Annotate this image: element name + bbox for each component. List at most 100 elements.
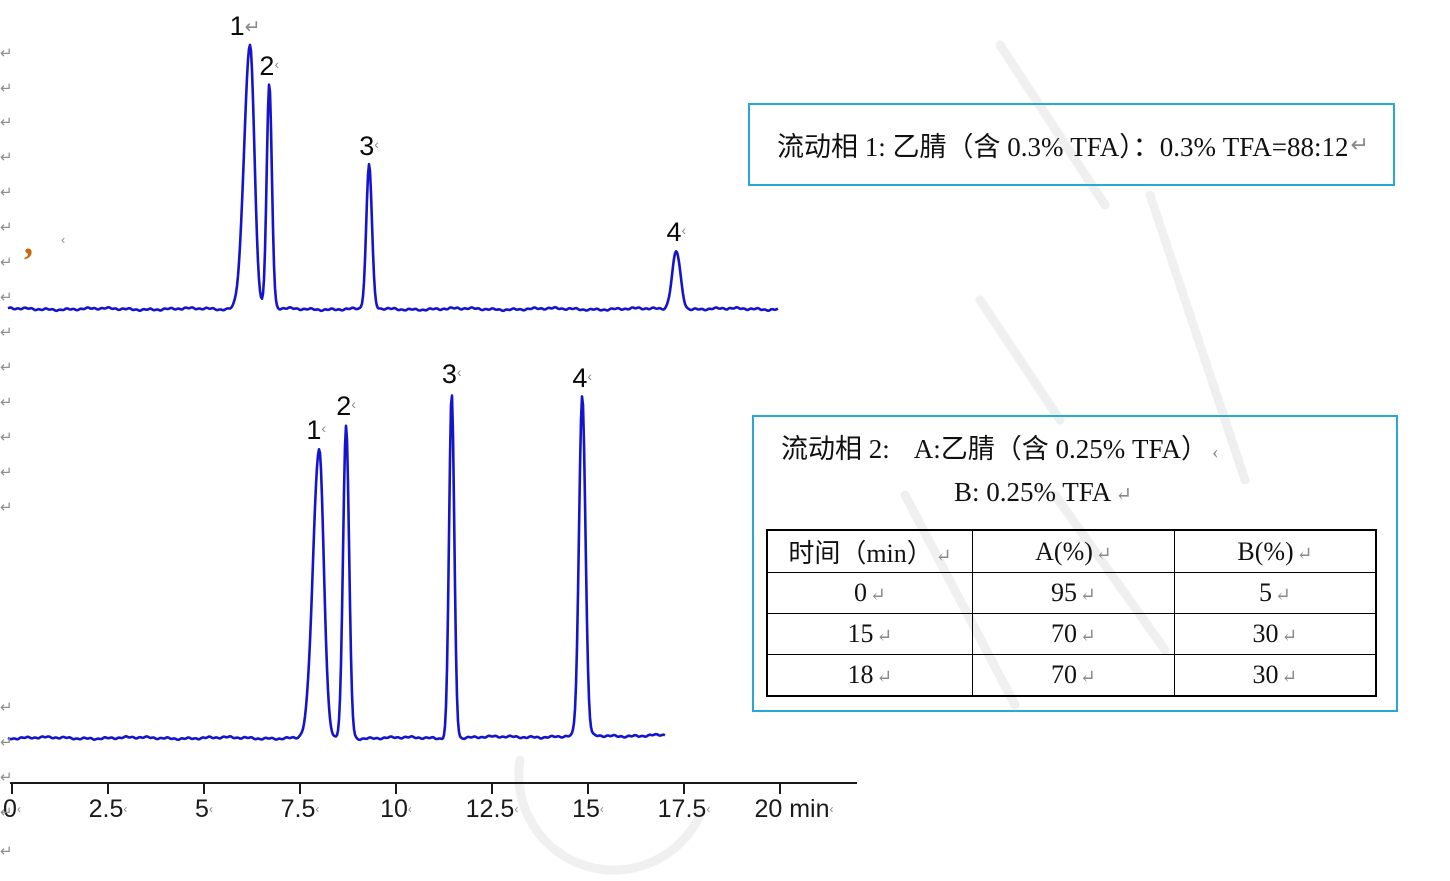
cell-end-mark-icon: ↵ [1296, 543, 1313, 565]
mobile-phase-2-box[interactable]: 流动相 2: A:乙腈（含 0.25% TFA） ‹ B: 0.25% TFA ↵ 时… [752, 415, 1398, 712]
paragraph-mark-icon: ↵ [0, 113, 13, 131]
axis-tick-label: 20 min‹ [754, 795, 834, 823]
chromatogram-2-peak-3-label: 3‹ [441, 359, 462, 389]
paragraph-mark-icon: ↵ [0, 842, 13, 860]
mobile-phase-1-box[interactable]: 流动相 1: 乙腈（含 0.3% TFA）：0.3% TFA=88:12 ↵ [748, 103, 1395, 186]
gradient-table-row: 0 ↵ 95 ↵ 5 ↵ [766, 572, 1377, 614]
format-mark-icon: ‹ [315, 802, 320, 816]
paragraph-mark-icon: ↵ [0, 768, 13, 786]
format-mark-icon: ‹ [599, 802, 604, 816]
comma-side-mark: ‹ [61, 232, 66, 247]
paragraph-mark-icon: ↵ [0, 463, 13, 481]
chromatogram-2-peak-1-label: 1‹ [306, 415, 327, 445]
paragraph-mark-icon: ↵ [0, 148, 13, 166]
format-mark-icon: ‹ [407, 802, 412, 816]
format-mark-icon: ‹ [208, 802, 213, 816]
axis-tick-label: 15‹ [572, 795, 604, 823]
axis-tick-label: 7.5‹ [280, 795, 320, 823]
chromatogram-1-peak-2-label: 2‹ [259, 51, 280, 81]
cell-end-mark-icon: ↵ [870, 585, 886, 606]
paragraph-mark-icon: ↵ [0, 183, 13, 201]
gradient-table-cell[interactable]: 30 ↵ [1174, 613, 1377, 655]
gradient-table-cell[interactable]: 15 ↵ [766, 613, 973, 655]
paragraph-mark-icon: ↵ [0, 358, 13, 376]
format-mark-icon: ‹ [456, 364, 462, 380]
axis-tick-label: 0‹ [3, 795, 21, 823]
paragraph-mark-icon: ↵ [0, 288, 13, 306]
axis-tick [779, 784, 781, 794]
cell-end-mark-icon: ↵ [1080, 667, 1096, 688]
axis-tick-label: 5‹ [195, 795, 213, 823]
cell-end-mark-icon: ↵ [1275, 585, 1291, 606]
cell-end-mark-icon: ↵ [876, 667, 893, 688]
chromatogram-1-trace [7, 43, 779, 313]
axis-tick [203, 784, 205, 794]
gradient-table-cell[interactable]: 5 ↵ [1174, 572, 1377, 614]
gradient-table-row: 18 ↵ 70 ↵ 30 ↵ [766, 654, 1377, 697]
axis-tick-label: 2.5‹ [88, 795, 128, 823]
axis-tick-label: 17.5‹ [657, 795, 711, 823]
chromatogram-1-peak-4-label: 4‹ [666, 217, 687, 247]
cell-end-mark-icon: ↵ [1281, 626, 1298, 647]
paragraph-mark-icon: ↵ [0, 803, 13, 821]
mobile-phase-2-solvent-b: B: 0.25% TFA [954, 477, 1112, 507]
gradient-table-cell[interactable]: 18 ↵ [766, 654, 973, 697]
format-mark-icon: ‹ [681, 222, 687, 238]
axis-line [10, 782, 857, 784]
chromatogram-1-peak-3-label: 3‹ [359, 131, 379, 161]
paragraph-mark-icon: ↵ [0, 218, 13, 236]
mobile-phase-2-solvent-a: A:乙腈（含 0.25% TFA） [913, 434, 1209, 464]
cell-end-mark-icon: ↵ [1281, 667, 1298, 688]
format-mark-icon: ‹ [374, 136, 379, 152]
chromatogram-1-peak-1-label: 1↵ [229, 11, 261, 41]
gradient-table-header-cell[interactable]: 时间（min） ↵ [766, 529, 973, 573]
cell-end-mark-icon: ↵ [1095, 543, 1112, 565]
cell-end-mark-icon: ↵ [1080, 585, 1096, 606]
paragraph-mark-icon: ↵ [0, 698, 13, 716]
mobile-phase-2-label: 流动相 2: [781, 434, 890, 464]
paragraph-mark-icon: ↵ [0, 498, 13, 516]
format-mark-icon: ‹ [514, 802, 519, 816]
gradient-table-row: 15 ↵ 70 ↵ 30 ↵ [766, 613, 1377, 655]
mobile-phase-1-text[interactable]: 流动相 1: 乙腈（含 0.3% TFA）：0.3% TFA=88:12 [777, 132, 1349, 162]
format-mark-icon: ‹ [274, 56, 280, 72]
chromatogram-2-peak-2-label: 2‹ [336, 391, 356, 421]
cell-end-mark-icon: ↵ [1080, 626, 1096, 647]
format-mark-icon: ‹ [706, 802, 711, 816]
format-mark-icon: ‹ [16, 802, 21, 816]
paragraph-mark-icon: ↵ [0, 253, 13, 271]
format-mark-icon: ‹ [587, 368, 593, 384]
gradient-table[interactable]: 时间（min） ↵ A(%) ↵ B(%) ↵ 0 ↵ 95 ↵ 5 ↵ 15 ↵ 70 ↵ 30 ↵ 18 ↵ 70… [766, 529, 1377, 697]
paragraph-mark-icon: ↵ [0, 44, 13, 62]
paragraph-mark-icon: ↵ [0, 393, 13, 411]
gradient-table-cell[interactable]: 95 ↵ [972, 572, 1175, 614]
gradient-table-header-cell[interactable]: B(%) ↵ [1174, 529, 1377, 573]
axis-tick [587, 784, 589, 794]
gradient-table-cell[interactable]: 30 ↵ [1174, 654, 1377, 697]
axis-tick [683, 784, 685, 794]
format-mark-icon: ‹ [321, 420, 327, 436]
format-mark-icon: ↵ [244, 17, 261, 38]
mobile-phase-2-line1[interactable]: 流动相 2: A:乙腈（含 0.25% TFA） ‹ [781, 427, 1219, 466]
gradient-table-header-cell[interactable]: A(%) ↵ [972, 529, 1175, 573]
paragraph-mark-icon: ↵ [0, 428, 13, 446]
axis-tick-label: 10‹ [380, 795, 412, 823]
paragraph-mark-icon: ↵ [0, 79, 13, 97]
axis-tick [11, 784, 13, 794]
cell-end-mark-icon: ↵ [935, 546, 952, 567]
axis-tick [107, 784, 109, 794]
gradient-table-cell[interactable]: 0 ↵ [766, 572, 973, 614]
gradient-table-cell[interactable]: 70 ↵ [972, 654, 1175, 697]
axis-tick [299, 784, 301, 794]
mobile-phase-2-line2[interactable]: B: 0.25% TFA ↵ [954, 477, 1132, 508]
axis-tick-label: 12.5‹ [465, 795, 519, 823]
gradient-table-cell[interactable]: 70 ↵ [972, 613, 1175, 655]
line-break-mark-icon: ‹ [1212, 441, 1219, 463]
axis-tick [395, 784, 397, 794]
cell-end-mark-icon: ↵ [876, 626, 893, 647]
return-mark-icon: ↵ [1115, 484, 1133, 506]
format-mark-icon: ‹ [829, 802, 834, 816]
format-mark-icon: ‹ [351, 396, 356, 412]
